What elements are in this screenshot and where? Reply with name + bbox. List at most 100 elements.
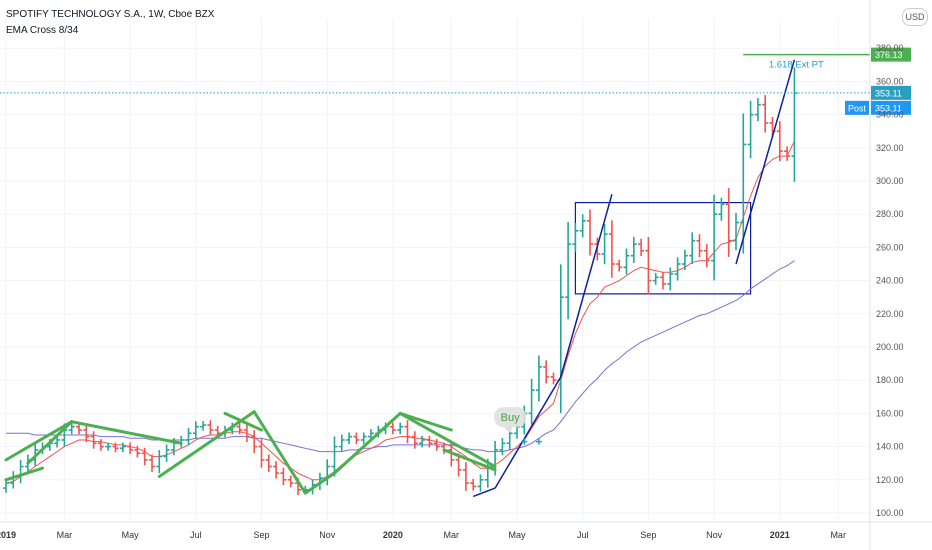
price-bar bbox=[572, 223, 579, 252]
price-bar bbox=[638, 238, 645, 257]
ema34-path bbox=[6, 260, 795, 453]
zigzag-trendline bbox=[26, 420, 74, 465]
price-bar bbox=[134, 445, 141, 458]
zigzag-trendline bbox=[398, 411, 453, 432]
price-bar bbox=[338, 434, 345, 452]
price-bar bbox=[718, 197, 725, 221]
price-bar bbox=[689, 232, 696, 265]
price-bar bbox=[163, 444, 170, 462]
x-tick-label: May bbox=[508, 530, 526, 540]
x-tick-label: Mar bbox=[57, 530, 73, 540]
price-bar bbox=[557, 264, 564, 414]
x-tick-label: Sep bbox=[640, 530, 656, 540]
blue-trendline bbox=[494, 376, 562, 489]
post-price-tag-bg bbox=[871, 100, 911, 115]
price-bar bbox=[360, 432, 367, 445]
time-axis: 2019 Mar May Jul Sep Nov 2020 Mar May Jul Sep Nov 20… bbox=[0, 521, 932, 540]
x-tick-label: May bbox=[122, 530, 140, 540]
price-bar bbox=[243, 424, 250, 443]
price-bar bbox=[623, 248, 630, 275]
y-tick-label: 120.00 bbox=[876, 475, 904, 485]
x-tick-label: 2020 bbox=[383, 530, 403, 540]
price-bar bbox=[543, 360, 550, 384]
buy-pointer bbox=[504, 427, 514, 434]
price-bar bbox=[733, 212, 739, 251]
zigzag-trendline bbox=[333, 411, 402, 475]
x-tick-label: Nov bbox=[319, 530, 336, 540]
price-bar bbox=[601, 223, 608, 265]
price-bar bbox=[236, 422, 243, 435]
y-tick-label: 160.00 bbox=[876, 408, 904, 418]
price-bar bbox=[660, 271, 666, 290]
price-bar bbox=[499, 437, 506, 456]
price-bar bbox=[346, 432, 353, 445]
price-bar bbox=[119, 442, 126, 453]
zigzag-trendline bbox=[442, 448, 497, 472]
price-bar bbox=[579, 214, 586, 238]
x-tick-label: Jul bbox=[190, 530, 202, 540]
price-bar bbox=[667, 267, 674, 291]
y-tick-label: 360.00 bbox=[876, 76, 904, 86]
post-label: Post bbox=[845, 100, 869, 115]
price-bar bbox=[83, 424, 90, 443]
price-bar bbox=[273, 461, 280, 479]
overlays: 1.618 Ext PT 376.13 353.11 353.11 Post Buy bbox=[0, 47, 911, 445]
y-tick-label: 200.00 bbox=[876, 342, 904, 352]
price-bar bbox=[411, 431, 418, 449]
target-price-tag: 376.13 bbox=[871, 47, 911, 62]
post-label-bg bbox=[845, 100, 869, 115]
current-price-tag: 353.11 bbox=[871, 85, 911, 100]
price-bar bbox=[652, 273, 659, 285]
price-bar bbox=[608, 220, 615, 278]
price-bar bbox=[587, 209, 593, 256]
price-bar bbox=[711, 194, 718, 281]
zigzag-trendline bbox=[398, 411, 497, 469]
buy-annotation: Buy bbox=[494, 407, 527, 434]
trendlines bbox=[4, 59, 796, 498]
price-bar bbox=[404, 420, 411, 444]
price-bar bbox=[477, 474, 484, 492]
zigzag-trendline bbox=[70, 420, 183, 445]
price-bar bbox=[280, 467, 287, 486]
zigzag-trendline bbox=[252, 410, 307, 495]
y-tick-label: 280.00 bbox=[876, 209, 904, 219]
price-bar bbox=[90, 431, 97, 449]
price-bar bbox=[156, 449, 163, 474]
blue-trendline bbox=[472, 487, 496, 498]
price-bar bbox=[645, 236, 652, 295]
price-bar bbox=[776, 121, 783, 162]
cross-signal bbox=[521, 438, 528, 445]
zigzag-trendline bbox=[157, 410, 256, 478]
buy-bubble bbox=[494, 407, 527, 428]
price-axis: 100.00 120.00 140.00 160.00 180.00 200.00 220.… bbox=[869, 0, 904, 550]
post-price-tag: 353.11 bbox=[871, 100, 911, 115]
price-bar bbox=[528, 378, 535, 425]
price-bar bbox=[433, 439, 440, 451]
price-bar bbox=[426, 435, 433, 448]
x-tick-label: 2021 bbox=[770, 530, 790, 540]
price-bar bbox=[740, 113, 747, 254]
price-bar bbox=[419, 435, 426, 448]
price-bar bbox=[616, 259, 623, 272]
price-bar bbox=[105, 442, 112, 451]
zigzag-trendline bbox=[4, 466, 44, 482]
price-bar bbox=[725, 188, 732, 257]
target-text: 1.618 Ext PT bbox=[769, 60, 824, 71]
blue-trendline bbox=[560, 194, 613, 378]
blue-trendline bbox=[735, 59, 796, 265]
price-bar bbox=[127, 442, 134, 455]
price-bar bbox=[353, 432, 360, 445]
price-bar bbox=[565, 221, 572, 320]
current-price-tag-bg bbox=[871, 85, 911, 100]
x-tick-label: Mar bbox=[830, 530, 846, 540]
y-tick-label: 380.00 bbox=[876, 43, 904, 53]
price-bar bbox=[97, 439, 104, 451]
price-bar bbox=[696, 234, 703, 258]
price-bar bbox=[462, 462, 469, 491]
zigzag-trendline bbox=[303, 471, 336, 495]
price-bar bbox=[470, 478, 477, 491]
currency-button[interactable]: USD bbox=[902, 8, 928, 26]
price-bar bbox=[681, 249, 688, 270]
target-price-tag-text: 376.13 bbox=[875, 50, 903, 60]
